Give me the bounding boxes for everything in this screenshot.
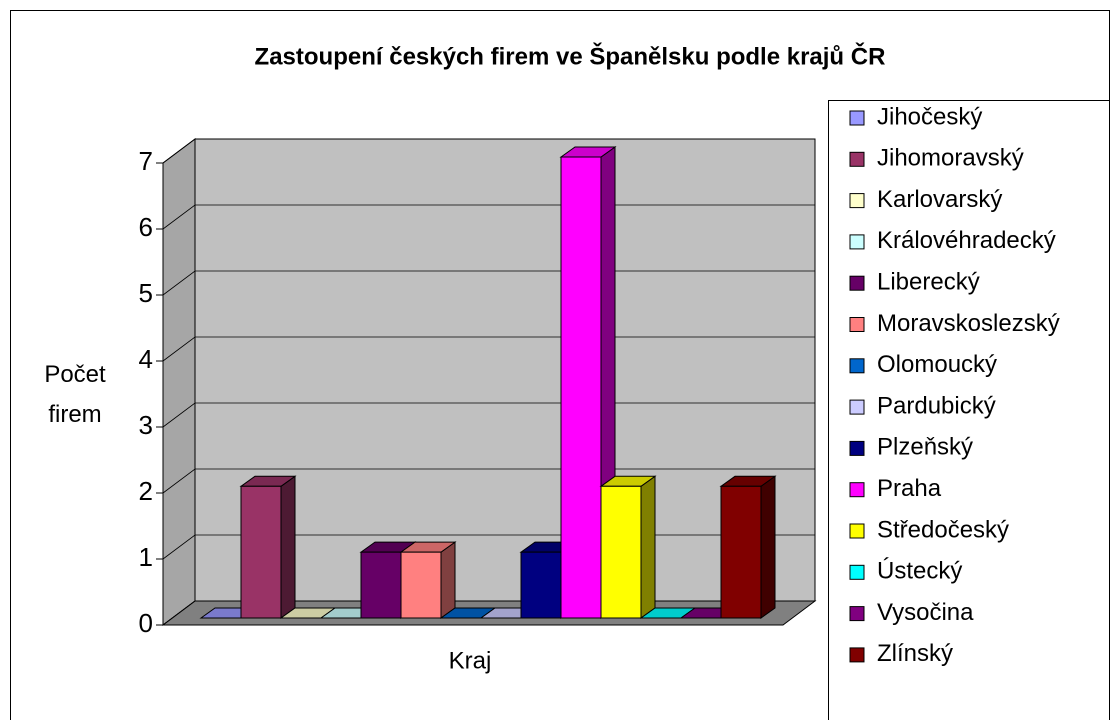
legend-swatch	[849, 275, 865, 291]
legend-swatch	[849, 317, 865, 332]
legend-swatch	[849, 482, 865, 498]
bar	[400, 551, 442, 619]
legend-swatch	[849, 606, 865, 622]
legend-swatch	[849, 193, 865, 209]
grid-line	[162, 138, 815, 164]
bar	[720, 485, 762, 619]
legend	[828, 100, 1110, 720]
y-tick-label: 3	[139, 410, 153, 440]
legend-swatch	[849, 358, 865, 374]
legend-swatch	[849, 234, 865, 250]
legend-swatch	[849, 151, 865, 167]
y-tick-label: 0	[139, 608, 153, 638]
y-tick-label: 7	[139, 146, 153, 176]
chart-title: Zastoupení českých firem ve Španělsku po…	[255, 42, 886, 70]
legend-label: Středočeský	[877, 516, 1009, 543]
y-tick-label: 1	[139, 542, 153, 572]
legend-label: Zlínský	[877, 640, 953, 667]
legend-swatch	[849, 110, 865, 126]
y-tick-label: 2	[139, 476, 153, 506]
legend-label: Karlovarský	[877, 186, 1002, 213]
legend-label: Praha	[877, 475, 942, 502]
legend-label: Jihočeský	[877, 103, 982, 130]
legend-label: Pardubický	[877, 392, 996, 419]
legend-label: Moravskoslezský	[877, 310, 1060, 337]
y-tick-label: 4	[139, 344, 153, 374]
bar	[560, 156, 602, 619]
bar	[520, 551, 562, 619]
bar	[240, 485, 282, 619]
bar	[360, 551, 402, 619]
legend-label: Olomoucký	[877, 351, 997, 378]
legend-label: Vysočina	[877, 599, 974, 626]
legend-swatch	[849, 564, 865, 580]
bar-side	[760, 475, 776, 619]
legend-label: Královéhradecký	[877, 227, 1056, 254]
legend-label: Jihomoravský	[877, 145, 1024, 172]
legend-label: Liberecký	[877, 269, 980, 296]
legend-label: Plzeňský	[877, 434, 973, 461]
y-tick-label: 6	[139, 212, 153, 242]
legend-swatch	[849, 440, 865, 456]
bar-side	[440, 541, 456, 619]
x-axis-label: Kraj	[449, 647, 492, 674]
y-axis-label: Počet firem	[44, 361, 106, 428]
legend-swatch	[849, 399, 865, 415]
legend-label: Ústecký	[877, 558, 962, 585]
bar-side	[640, 475, 656, 619]
legend-swatch	[849, 523, 865, 539]
y-tick-label: 5	[139, 278, 153, 308]
legend-swatch	[849, 647, 865, 663]
bar	[600, 485, 642, 619]
side-wall	[162, 138, 196, 626]
bar-side	[280, 475, 296, 619]
